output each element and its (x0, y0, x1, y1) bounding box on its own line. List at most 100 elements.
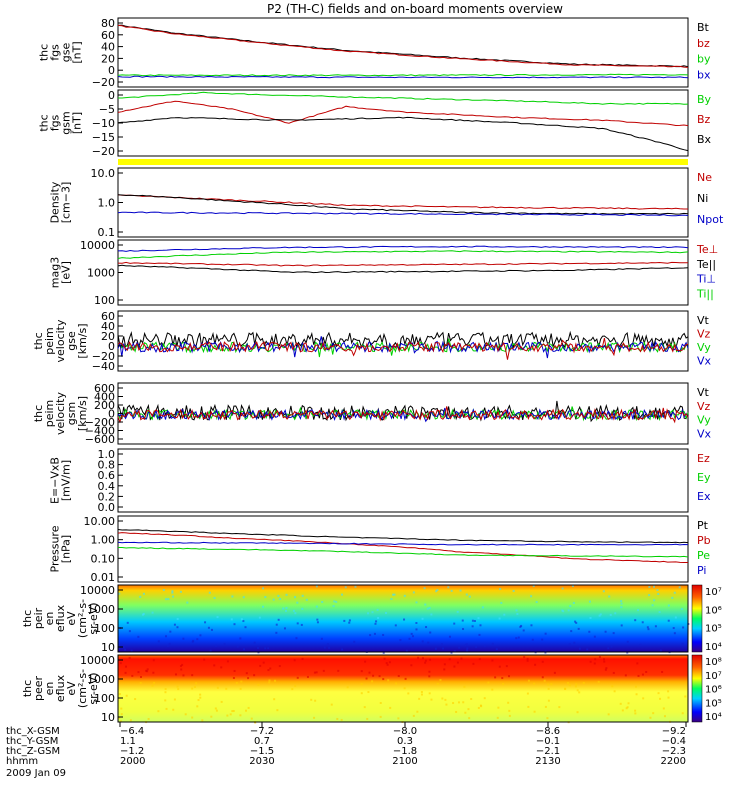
spectrogram-pixel (499, 588, 502, 591)
y-tick-label: 10.0 (91, 167, 116, 180)
spectrogram-pixel (157, 710, 160, 713)
y-axis-label: peim (43, 400, 56, 428)
y-axis-label: thc (32, 332, 45, 349)
spectrogram-pixel (568, 643, 571, 646)
xaxis-value: 2100 (392, 756, 417, 767)
panel-frame (117, 584, 689, 653)
spectrogram-pixel (131, 674, 134, 677)
legend-entry: Npot (697, 213, 724, 226)
spectrogram-pixel (624, 674, 627, 677)
y-axis-label: mag­3 (49, 257, 62, 288)
spectrogram-pixel (443, 668, 446, 671)
spectrogram-pixel (444, 698, 447, 701)
spectrogram-pixel (141, 613, 144, 616)
spectrogram-pixel (337, 669, 340, 672)
xaxis-row-label: hhmm (6, 756, 38, 767)
series-Te⊥ (117, 261, 689, 267)
spectrogram-pixel (240, 680, 243, 683)
spectrogram-pixel (171, 595, 174, 598)
spectrogram-pixel (245, 672, 248, 675)
spectrogram-pixel (191, 687, 194, 690)
xaxis-value: −2.1 (536, 746, 560, 757)
spectrogram-pixel (646, 626, 649, 629)
spectrogram-pixel (667, 619, 670, 622)
spectrogram-pixel (428, 692, 431, 695)
panel-velocity_gse: 6040200−20−40thcpeimvelocitygse[km/s]VtV… (32, 310, 712, 373)
spectrogram-pixel (277, 618, 280, 621)
spectrogram-pixel (648, 585, 651, 588)
spectrogram-pixel (341, 648, 344, 651)
spectrogram-pixel (453, 622, 456, 625)
colorbar-tick-label: 10⁵ (705, 624, 722, 635)
spectrogram-pixel (657, 593, 660, 596)
spectrogram-pixel (578, 647, 581, 650)
colorbar-tick-label: 10⁶ (705, 685, 722, 696)
spectrogram-pixel (296, 601, 299, 604)
spectrogram-pixel (516, 612, 519, 615)
spectrogram-pixel (196, 705, 199, 708)
spectrogram-pixel (541, 660, 544, 663)
spectrogram-pixel (214, 707, 217, 710)
y-tick-label: 200 (94, 399, 115, 412)
spectrogram-pixel (634, 712, 637, 715)
spectrogram-pixel (523, 656, 526, 659)
spectrogram-pixel (564, 687, 567, 690)
spectrogram-pixel (571, 585, 574, 588)
spectrogram-pixel (191, 640, 194, 643)
spectrogram-pixel (174, 673, 177, 676)
colorbar-tick-label: 10⁸ (705, 657, 722, 668)
spectrogram-pixel (614, 612, 617, 615)
spectrogram-pixel (293, 659, 296, 662)
spectrogram-pixel (363, 706, 366, 709)
spectrogram-pixel (315, 605, 318, 608)
spectrogram-pixel (647, 628, 650, 631)
spectrogram-pixel (612, 632, 615, 635)
spectrogram-pixel (235, 682, 238, 685)
y-tick-label: 400 (94, 391, 115, 404)
spectrogram-pixel (588, 630, 591, 633)
spectrogram-pixel (515, 609, 518, 612)
spectrogram-pixel (526, 659, 529, 662)
spectrogram-pixel (517, 636, 520, 639)
spectrogram-pixel (427, 641, 430, 644)
y-axis-label: eflux (54, 604, 67, 632)
legend-entry: Bx (697, 133, 712, 146)
spectrogram-pixel (300, 623, 303, 626)
spectrogram-pixel (213, 664, 216, 667)
spectrogram-pixel (428, 607, 431, 610)
xaxis-value: 2200 (661, 756, 686, 767)
y-tick-label: 0.01 (91, 571, 116, 584)
spectrogram-pixel (505, 665, 508, 668)
spectrogram-pixel (574, 685, 577, 688)
spectrogram-pixel (442, 647, 445, 650)
spectrogram-pixel (434, 647, 437, 650)
y-axis-label: gse (60, 43, 73, 63)
spectrogram-pixel (470, 697, 473, 700)
spectrogram-pixel (456, 610, 459, 613)
spectrogram-pixel (279, 598, 282, 601)
spectrogram-pixel (407, 692, 410, 695)
spectrogram-pixel (134, 698, 137, 701)
y-axis-label: gsm (65, 402, 78, 425)
spectrogram-pixel (313, 716, 316, 719)
spectrogram-pixel (412, 591, 415, 594)
spectrogram-pixel (428, 670, 431, 673)
spectrogram-pixel (657, 692, 660, 695)
spectrogram-pixel (199, 634, 202, 637)
y-axis-label: thc (21, 610, 34, 627)
xaxis-value: 2000 (120, 756, 145, 767)
spectrogram-pixel (360, 683, 363, 686)
spectrogram-pixel (220, 700, 223, 703)
spectrogram-pixel (620, 606, 623, 609)
spectrogram-pixel (139, 675, 142, 678)
spectrogram-image (118, 655, 688, 722)
spectrogram-pixel (405, 649, 408, 652)
spectrogram-pixel (496, 716, 499, 719)
spectrogram-pixel (341, 593, 344, 596)
y-tick-label: 0 (108, 408, 115, 421)
spectrogram-pixel (603, 660, 606, 663)
spectrogram-pixel (530, 595, 533, 598)
spectrogram-pixel (315, 585, 318, 588)
spectrogram-pixel (186, 601, 189, 604)
spectrogram-pixel (171, 590, 174, 593)
